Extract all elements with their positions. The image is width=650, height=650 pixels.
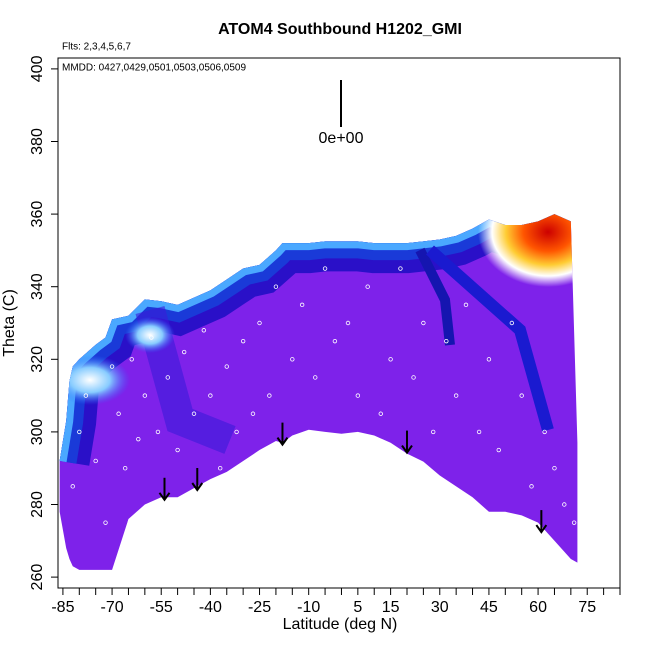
field-band [415,247,455,346]
obs-point [116,411,121,416]
obs-point [257,320,262,326]
x-tick-label: -70 [101,599,124,616]
obs-point [83,393,89,398]
obs-point [365,284,370,289]
arrow-head [535,524,548,534]
y-tick-label: 260 [29,564,46,591]
x-tick-label: 60 [529,599,547,616]
obs-point [509,320,515,326]
obs-point [388,357,393,362]
obs-point [552,466,557,471]
obs-point [444,338,449,344]
x-tick-label: 30 [431,599,449,616]
field-band [426,245,554,432]
obs-point [201,328,207,333]
y-tick-label: 340 [29,273,46,300]
obs-point [175,447,180,453]
obs-point [240,338,246,344]
obs-point [562,502,567,507]
y-tick-label: 380 [29,128,46,155]
field-hot [478,214,578,287]
obs-point [345,320,351,326]
arrow [158,477,171,502]
obs-point [250,411,256,416]
y-tick-label: 360 [29,201,46,228]
obs-point [355,393,361,398]
x-tick-label: 45 [480,599,498,616]
obs-point [421,320,426,326]
plot-layer [70,266,577,534]
x-tick-label: 5 [353,599,362,616]
arrow [191,467,204,492]
obs-point [299,302,305,308]
obs-point [103,520,108,525]
obs-point [313,375,318,380]
obs-point [191,411,197,416]
y-tick-label: 400 [29,55,46,82]
flights-note: Flts: 2,3,4,5,6,7 [62,42,131,53]
obs-point [122,466,128,471]
x-tick-label: 75 [578,599,596,616]
obs-point [149,335,154,340]
obs-point [181,349,187,355]
obs-point [332,338,338,344]
arrow [276,422,289,447]
obs-point [136,436,141,442]
y-tick-label: 280 [29,491,46,518]
obs-point [398,266,403,271]
x-axis-label: Latitude (deg N) [283,616,398,633]
obs-point [77,429,82,435]
obs-point [234,429,239,435]
y-tick-label: 320 [29,346,46,373]
obs-point [496,447,501,453]
x-tick-label: 15 [382,599,400,616]
obs-point [70,484,75,489]
obs-point [571,520,577,525]
obs-point [208,393,213,398]
arrow [401,430,413,455]
obs-point [273,284,279,289]
obs-point [463,302,469,308]
obs-point [542,429,547,435]
arrow-head [401,445,413,455]
arrow-head [191,482,204,492]
obs-point [165,375,170,380]
obs-point [411,375,416,380]
dates-note: MMDD: 0427,0429,0501,0503,0506,0509 [62,63,246,74]
obs-point [290,357,295,362]
scale-label: 0e+00 [319,130,364,147]
obs-point [431,429,436,435]
obs-point [267,393,272,398]
obs-point [142,393,148,398]
arrow [535,510,548,534]
x-tick-label: -25 [248,599,271,616]
chart-title: ATOM4 Southbound H1202_GMI [218,21,462,38]
obs-point [486,357,492,362]
obs-point [529,484,534,489]
obs-point [453,393,459,398]
arrow-head [158,492,171,502]
field-pale [125,317,175,353]
plot-frame [57,57,621,589]
obs-point [109,364,115,369]
arrow-head [276,437,289,447]
x-tick-label: -55 [150,599,173,616]
obs-point [378,411,383,416]
x-tick-label: -10 [297,599,320,616]
x-tick-label: -40 [199,599,222,616]
obs-point [155,429,161,435]
y-axis-label: Theta (C) [1,289,18,357]
obs-point [519,393,524,398]
obs-point [224,364,229,369]
obs-point [218,466,223,471]
obs-point [129,357,134,362]
obs-point [93,458,98,464]
obs-point [476,429,482,435]
y-tick-label: 300 [29,418,46,445]
obs-point [322,266,328,271]
x-tick-label: -85 [51,599,74,616]
